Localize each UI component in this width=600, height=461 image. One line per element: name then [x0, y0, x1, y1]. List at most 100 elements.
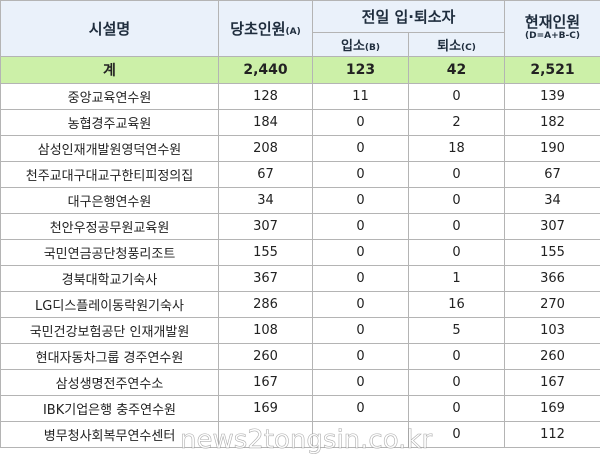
- initial-count: [218, 421, 313, 448]
- header-current-formula: (D=A+B-C): [525, 30, 580, 41]
- table-row: LG디스플레이동락원기숙사 286 0 16 270: [0, 291, 600, 318]
- admit-count: 0: [312, 239, 409, 266]
- facility-status-table: 시설명 당초인원(A) 전일 입·퇴소자 현재인원 (D=A+B-C) 입소(B…: [0, 0, 600, 448]
- current-count: 139: [504, 83, 600, 110]
- table-row: 삼성인재개발원영덕연수원 208 0 18 190: [0, 135, 600, 162]
- admit-count: 0: [312, 109, 409, 136]
- admit-count: 0: [312, 291, 409, 318]
- admit-count: [312, 421, 409, 448]
- leave-count: 1: [407, 265, 506, 292]
- header-initial-label: 당초인원: [230, 20, 286, 38]
- total-initial: 2,440: [218, 56, 313, 84]
- admit-count: 0: [312, 187, 409, 214]
- initial-count: 169: [218, 395, 313, 422]
- header-admit: 입소(B): [312, 32, 409, 57]
- header-admit-sub: (B): [364, 43, 380, 53]
- leave-count: 0: [407, 395, 506, 422]
- header-admit-label: 입소: [340, 39, 365, 54]
- initial-count: 260: [218, 343, 313, 370]
- admit-count: 0: [312, 317, 409, 344]
- current-count: 260: [504, 343, 600, 370]
- header-facility: 시설명: [0, 0, 219, 57]
- leave-count: 0: [407, 239, 506, 266]
- table-row: 삼성생명전주연수소 167 0 0 167: [0, 369, 600, 396]
- total-admit: 123: [312, 56, 409, 84]
- table-row: 병무청사회복무연수센터 0 112: [0, 421, 600, 448]
- current-count: 182: [504, 109, 600, 136]
- initial-count: 34: [218, 187, 313, 214]
- facility-name: 병무청사회복무연수센터: [0, 421, 219, 448]
- leave-count: 16: [407, 291, 506, 318]
- leave-count: 0: [407, 187, 506, 214]
- initial-count: 286: [218, 291, 313, 318]
- table-row: 경북대학교기숙사 367 0 1 366: [0, 265, 600, 292]
- facility-name: 천주교대구대교구한티피정의집: [0, 161, 219, 188]
- admit-count: 0: [312, 161, 409, 188]
- header-current-label: 현재인원: [524, 12, 581, 31]
- current-count: 34: [504, 187, 600, 214]
- initial-count: 208: [218, 135, 313, 162]
- table-row: 농협경주교육원 184 0 2 182: [0, 109, 600, 136]
- initial-count: 367: [218, 265, 313, 292]
- initial-count: 128: [218, 83, 313, 110]
- leave-count: 2: [407, 109, 506, 136]
- current-count: 112: [504, 421, 600, 448]
- header-leave: 퇴소(C): [407, 32, 506, 57]
- current-count: 67: [504, 161, 600, 188]
- initial-count: 167: [218, 369, 313, 396]
- admit-count: 0: [312, 213, 409, 240]
- table-row: 대구은행연수원 34 0 0 34: [0, 187, 600, 214]
- admit-count: 0: [312, 343, 409, 370]
- leave-count: 18: [407, 135, 506, 162]
- facility-name: 대구은행연수원: [0, 187, 219, 214]
- facility-name: 국민건강보험공단 인재개발원: [0, 317, 219, 344]
- total-leave: 42: [407, 56, 506, 84]
- table-body: 계 2,440 123 42 2,521 중앙교육연수원 128 11 0 13…: [0, 56, 600, 448]
- current-count: 167: [504, 369, 600, 396]
- facility-name: LG디스플레이동락원기숙사: [0, 291, 219, 318]
- leave-count: 0: [407, 161, 506, 188]
- header-current: 현재인원 (D=A+B-C): [504, 0, 600, 57]
- header-leave-label: 퇴소: [437, 39, 462, 54]
- current-count: 169: [504, 395, 600, 422]
- table-row: 국민연금공단청풍리조트 155 0 0 155: [0, 239, 600, 266]
- initial-count: 108: [218, 317, 313, 344]
- table-header: 시설명 당초인원(A) 전일 입·퇴소자 현재인원 (D=A+B-C) 입소(B…: [0, 0, 600, 57]
- header-leave-sub: (C): [461, 43, 476, 53]
- initial-count: 67: [218, 161, 313, 188]
- facility-name: 천안우정공무원교육원: [0, 213, 219, 240]
- table-row: IBK기업은행 충주연수원 169 0 0 169: [0, 395, 600, 422]
- leave-count: 0: [407, 343, 506, 370]
- facility-name: 삼성인재개발원영덕연수원: [0, 135, 219, 162]
- current-count: 366: [504, 265, 600, 292]
- facility-name: IBK기업은행 충주연수원: [0, 395, 219, 422]
- table-row: 국민건강보험공단 인재개발원 108 0 5 103: [0, 317, 600, 344]
- table-row: 중앙교육연수원 128 11 0 139: [0, 83, 600, 110]
- initial-count: 307: [218, 213, 313, 240]
- total-name: 계: [0, 56, 219, 84]
- current-count: 190: [504, 135, 600, 162]
- leave-count: 5: [407, 317, 506, 344]
- facility-name: 경북대학교기숙사: [0, 265, 219, 292]
- current-count: 270: [504, 291, 600, 318]
- header-initial: 당초인원(A): [218, 0, 313, 57]
- total-row: 계 2,440 123 42 2,521: [0, 56, 600, 84]
- header-initial-sub: (A): [285, 27, 301, 37]
- header-transfer-group: 전일 입·퇴소자: [311, 0, 506, 33]
- current-count: 155: [504, 239, 600, 266]
- initial-count: 155: [218, 239, 313, 266]
- facility-name: 중앙교육연수원: [0, 83, 219, 110]
- facility-name: 현대자동차그룹 경주연수원: [0, 343, 219, 370]
- facility-name: 삼성생명전주연수소: [0, 369, 219, 396]
- admit-count: 11: [312, 83, 409, 110]
- admit-count: 0: [312, 395, 409, 422]
- admit-count: 0: [312, 265, 409, 292]
- table-row: 현대자동차그룹 경주연수원 260 0 0 260: [0, 343, 600, 370]
- facility-name: 국민연금공단청풍리조트: [0, 239, 219, 266]
- leave-count: 0: [407, 421, 506, 448]
- facility-name: 농협경주교육원: [0, 109, 219, 136]
- leave-count: 0: [407, 83, 506, 110]
- admit-count: 0: [312, 369, 409, 396]
- leave-count: 0: [407, 213, 506, 240]
